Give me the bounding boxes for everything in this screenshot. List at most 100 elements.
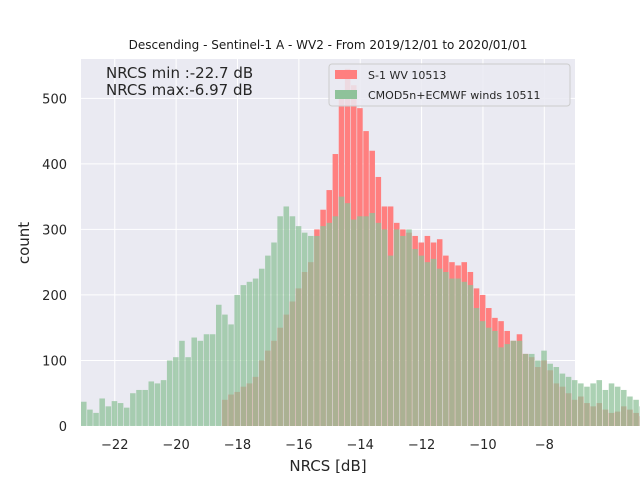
- bar-cmod5n: [504, 344, 510, 426]
- bar-cmod5n: [486, 327, 492, 426]
- bar-cmod5n: [461, 281, 468, 426]
- bar-cmod5n: [418, 255, 425, 426]
- bar-cmod5n: [216, 304, 222, 426]
- bar-cmod5n: [351, 219, 357, 426]
- x-tick-label: −8: [535, 438, 554, 453]
- y-axis-ticks: 0 100 200 300 400 500: [42, 92, 67, 435]
- bar-cmod5n: [271, 242, 277, 426]
- bar-cmod5n: [123, 407, 130, 426]
- bar-cmod5n: [209, 334, 216, 426]
- x-tick-label: −10: [469, 438, 496, 453]
- chart-title: Descending - Sentinel-1 A - WV2 - From 2…: [129, 38, 528, 52]
- y-tick-label: 400: [42, 158, 67, 173]
- bars: [81, 68, 640, 427]
- bar-cmod5n: [111, 401, 118, 426]
- bar-cmod5n: [295, 226, 302, 426]
- bar-cmod5n: [449, 278, 455, 426]
- bar-cmod5n: [344, 203, 351, 426]
- bar-cmod5n: [289, 216, 296, 426]
- bar-cmod5n: [584, 386, 590, 426]
- bar-cmod5n: [400, 235, 406, 426]
- x-tick-label: −20: [162, 438, 189, 453]
- x-axis-ticks: −22 −20 −18 −16 −14 −12 −10 −8: [101, 438, 554, 453]
- bar-cmod5n: [191, 337, 197, 426]
- bar-cmod5n: [283, 206, 290, 426]
- x-tick-label: −16: [285, 438, 312, 453]
- bar-cmod5n: [301, 232, 308, 426]
- x-tick-label: −14: [346, 438, 373, 453]
- legend: S-1 WV 10513 CMOD5n+ECMWF winds 10511: [328, 63, 571, 107]
- bar-cmod5n: [528, 353, 535, 426]
- bar-cmod5n: [308, 235, 314, 426]
- bar-cmod5n: [516, 340, 523, 426]
- bar-cmod5n: [455, 278, 461, 426]
- bar-cmod5n: [117, 403, 124, 426]
- bar-cmod5n: [578, 383, 584, 426]
- bar-cmod5n: [142, 389, 148, 426]
- y-tick-label: 0: [59, 420, 67, 435]
- bar-cmod5n: [240, 285, 247, 426]
- bar-cmod5n: [621, 389, 627, 426]
- bar-cmod5n: [608, 383, 615, 426]
- bar-cmod5n: [596, 380, 603, 427]
- legend-label-s1-wv: S-1 WV 10513: [368, 69, 446, 82]
- annotation-nrcs-min: NRCS min :-22.7 dB: [106, 64, 253, 82]
- bar-cmod5n: [234, 294, 240, 426]
- bar-cmod5n: [627, 396, 633, 426]
- bar-cmod5n: [363, 216, 369, 426]
- bar-cmod5n: [228, 324, 234, 426]
- bar-cmod5n: [99, 398, 105, 426]
- bar-cmod5n: [179, 340, 185, 426]
- x-axis-label: NRCS [dB]: [289, 457, 366, 475]
- bar-cmod5n: [326, 222, 333, 426]
- bar-cmod5n: [222, 314, 228, 426]
- bar-cmod5n: [258, 268, 265, 426]
- bar-cmod5n: [436, 268, 443, 426]
- bar-cmod5n: [614, 386, 621, 426]
- bar-cmod5n: [136, 389, 142, 426]
- bar-cmod5n: [541, 350, 547, 426]
- bar-cmod5n: [510, 340, 517, 426]
- bar-cmod5n: [393, 229, 400, 426]
- bar-cmod5n: [602, 389, 609, 426]
- bar-cmod5n: [357, 216, 363, 426]
- legend-swatch-s1-wv: [335, 70, 357, 79]
- bar-cmod5n: [246, 281, 253, 426]
- bar-cmod5n: [381, 229, 388, 426]
- bar-cmod5n: [81, 401, 87, 426]
- bar-cmod5n: [443, 271, 449, 426]
- bar-cmod5n: [166, 360, 173, 426]
- y-axis-label: count: [15, 222, 33, 264]
- bar-cmod5n: [473, 308, 480, 426]
- legend-box: [328, 63, 571, 107]
- legend-swatch-cmod5n: [335, 90, 357, 99]
- x-tick-label: −18: [224, 438, 251, 453]
- bar-cmod5n: [633, 399, 639, 426]
- bar-cmod5n: [387, 255, 394, 426]
- bar-cmod5n: [173, 357, 179, 426]
- bar-cmod5n: [185, 357, 191, 426]
- bar-cmod5n: [105, 406, 112, 426]
- bar-cmod5n: [338, 196, 345, 427]
- bar-cmod5n: [369, 213, 375, 426]
- bar-cmod5n: [314, 235, 320, 426]
- annotation-nrcs-max: NRCS max:-6.97 dB: [106, 81, 253, 99]
- bar-cmod5n: [375, 222, 382, 426]
- bar-cmod5n: [522, 353, 529, 426]
- bar-cmod5n: [320, 226, 326, 426]
- bar-cmod5n: [277, 216, 283, 426]
- bar-cmod5n: [565, 376, 572, 426]
- bar-cmod5n: [93, 412, 99, 426]
- bar-cmod5n: [154, 383, 161, 426]
- bar-cmod5n: [479, 321, 486, 426]
- bar-cmod5n: [203, 334, 210, 426]
- bar-cmod5n: [424, 262, 431, 426]
- bar-cmod5n: [197, 340, 204, 426]
- bar-cmod5n: [467, 285, 474, 426]
- bar-cmod5n: [559, 373, 566, 426]
- bar-cmod5n: [590, 383, 596, 426]
- legend-label-cmod5n: CMOD5n+ECMWF winds 10511: [368, 89, 541, 102]
- bar-cmod5n: [87, 409, 93, 426]
- bar-cmod5n: [332, 216, 339, 426]
